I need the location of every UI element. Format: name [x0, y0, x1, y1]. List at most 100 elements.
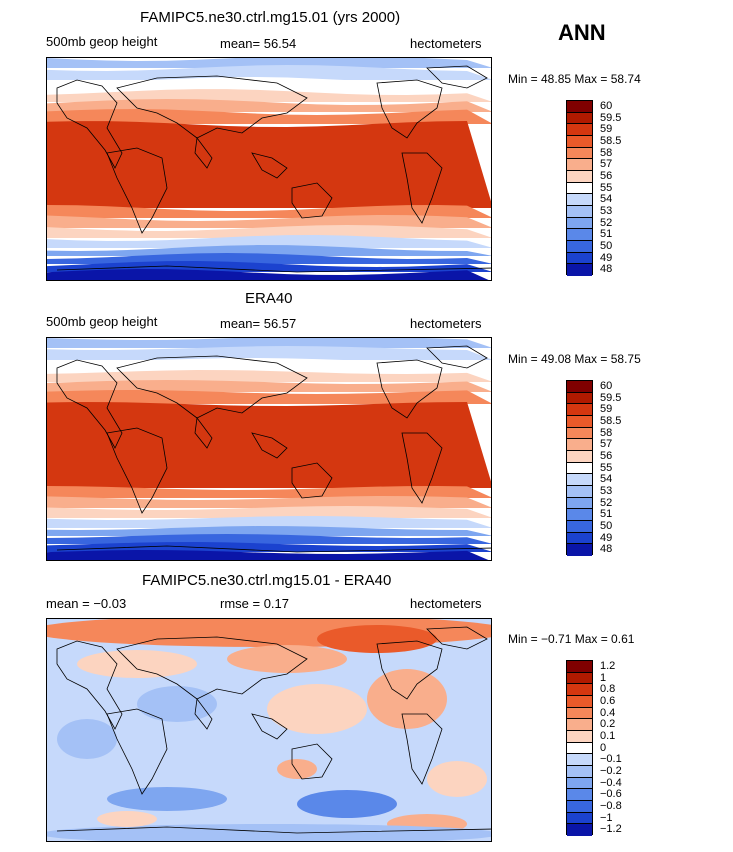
colorbar-swatch	[567, 229, 592, 241]
colorbar-level-label: 56	[600, 169, 613, 182]
panel2-map	[46, 337, 492, 561]
colorbar-swatch	[567, 182, 592, 195]
contour-band	[47, 58, 491, 68]
contour-band	[47, 496, 491, 508]
colorbar-level-label: 54	[600, 193, 613, 206]
colorbar-level-label: 0.4	[600, 706, 616, 719]
coastline	[194, 136, 213, 169]
contour-band	[47, 253, 491, 264]
colorbar-level-label: −1.2	[600, 823, 622, 836]
colorbar-swatch	[567, 135, 592, 148]
colorbar-level-label: 50	[600, 239, 613, 252]
colorbar-swatch	[567, 462, 592, 475]
colorbar-swatch	[567, 240, 592, 253]
coastline	[291, 182, 333, 219]
colorbar-level-label: −0.2	[600, 764, 622, 777]
colorbar-level-label: −0.1	[600, 753, 622, 766]
colorbar-swatch	[567, 777, 592, 790]
colorbar-level-label: −0.6	[600, 788, 622, 801]
coastline	[401, 713, 443, 785]
panel3-colorbar	[566, 660, 593, 836]
colorbar-swatch	[567, 707, 592, 720]
colorbar-swatch	[567, 392, 592, 405]
contour-band	[227, 645, 347, 673]
coastline	[56, 79, 123, 169]
colorbar-level-label: 60	[600, 99, 613, 112]
colorbar-swatch	[567, 450, 592, 463]
colorbar-swatch	[567, 112, 592, 125]
coastline	[426, 345, 488, 369]
coastline	[376, 640, 443, 700]
colorbar-swatch	[567, 509, 592, 521]
panel3-title: FAMIPC5.ne30.ctrl.mg15.01 - ERA40	[142, 572, 392, 589]
colorbar-swatch	[567, 264, 592, 276]
contour-band	[47, 346, 491, 360]
contour-band	[47, 77, 491, 92]
colorbar-level-label: 51	[600, 228, 613, 241]
panel3-units: hectometers	[410, 596, 482, 611]
colorbar-swatch	[567, 765, 592, 778]
colorbar-level-label: 0.8	[600, 683, 616, 696]
contour-band	[47, 245, 491, 256]
contour-band	[47, 65, 491, 80]
colorbar-swatch	[567, 217, 592, 230]
colorbar-level-label: 1.2	[600, 659, 616, 672]
colorbar-level-label: 53	[600, 484, 613, 497]
colorbar-level-label: 59	[600, 123, 613, 136]
colorbar-swatch	[567, 205, 592, 218]
colorbar-swatch	[567, 427, 592, 440]
contour-band	[97, 811, 157, 827]
coastline	[194, 697, 213, 730]
panel1-map	[46, 57, 492, 281]
colorbar-swatch	[567, 532, 592, 545]
coastline	[376, 79, 443, 139]
coastline	[116, 75, 308, 139]
contour-band	[57, 719, 117, 759]
colorbar-level-label: 58.5	[600, 134, 622, 147]
contour-band	[47, 506, 491, 518]
colorbar-swatch	[567, 439, 592, 451]
contour-band	[317, 625, 437, 653]
colorbar-level-label: −0.8	[600, 799, 622, 812]
colorbar-level-label: 0.6	[600, 694, 616, 707]
colorbar-swatch	[567, 800, 592, 813]
contour-band	[47, 380, 491, 392]
colorbar-swatch	[567, 520, 592, 533]
colorbar-level-label: 52	[600, 216, 613, 229]
coastline	[251, 713, 288, 740]
contour-band	[427, 761, 487, 797]
contour-band	[107, 787, 227, 811]
panel3-rmse: rmse = 0.17	[220, 596, 290, 611]
colorbar-swatch	[567, 101, 592, 113]
colorbar-level-label: 59	[600, 403, 613, 416]
contour-band	[47, 550, 489, 560]
colorbar-swatch	[567, 719, 592, 731]
coastline	[291, 743, 333, 780]
coastline	[401, 152, 443, 224]
coastline	[106, 708, 168, 795]
colorbar-swatch	[567, 824, 592, 836]
contour-band	[47, 486, 491, 498]
coastline	[116, 355, 308, 419]
colorbar-swatch	[567, 684, 592, 696]
colorbar-level-label: 55	[600, 461, 613, 474]
colorbar-swatch	[567, 404, 592, 416]
colorbar-level-label: 49	[600, 531, 613, 544]
coastline	[401, 432, 443, 504]
coastline	[106, 147, 168, 234]
panel2-minmax: Min = 49.08 Max = 58.75	[508, 352, 641, 366]
colorbar-swatch	[567, 381, 592, 393]
colorbar-level-label: 57	[600, 158, 613, 171]
coastline	[56, 265, 491, 273]
contour-band	[47, 402, 491, 488]
colorbar-level-label: 1	[600, 671, 607, 684]
colorbar-swatch	[567, 497, 592, 510]
colorbar-swatch	[567, 124, 592, 136]
contour-band	[77, 650, 197, 678]
colorbar-level-label: 53	[600, 204, 613, 217]
contour-band	[47, 824, 491, 841]
coastline	[106, 427, 168, 514]
contour-band	[47, 205, 491, 218]
colorbar-swatch	[567, 194, 592, 206]
panel1-left-label: 500mb geop height	[46, 34, 158, 49]
